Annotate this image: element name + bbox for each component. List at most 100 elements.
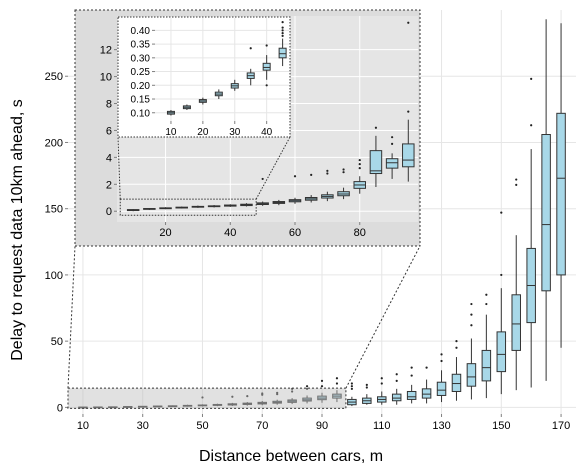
inset-outlier-point: [358, 167, 361, 170]
main-outlier-point: [231, 395, 234, 398]
zoom-connector-right: [345, 245, 421, 389]
main-box-120: [406, 366, 417, 404]
main-outlier-point: [350, 382, 353, 385]
main-box-115: [391, 373, 402, 405]
inset2-outlier-point: [281, 26, 284, 29]
main-box-50: [197, 396, 208, 407]
main-outlier-point: [455, 346, 458, 349]
main-outlier-point: [320, 385, 324, 388]
main-outlier-point: [515, 183, 518, 186]
inset2-x-tick-label: 40: [261, 127, 273, 138]
main-outlier-point: [470, 302, 473, 306]
main-outlier-point: [320, 379, 324, 382]
inset2-box-body: [262, 62, 271, 71]
inset-outlier-point: [261, 177, 264, 181]
inset-outlier-point: [326, 169, 329, 172]
main-outlier-point: [380, 382, 383, 385]
main-outlier-point: [515, 178, 518, 181]
main-outlier-point: [470, 324, 473, 327]
main-box-135: [451, 340, 462, 401]
main-outlier-point: [440, 353, 443, 356]
main-outlier-point: [350, 385, 353, 388]
main-zoom-region: [67, 387, 347, 409]
inset-box-60: [288, 175, 302, 204]
main-box-125: [421, 366, 432, 404]
main-y-tick-label: 0: [57, 402, 63, 414]
main-box-body: [391, 393, 402, 402]
inset2-box-10: [166, 110, 175, 116]
main-y-tick-label: 50: [51, 336, 63, 348]
main-outlier-point: [425, 366, 428, 369]
main-x-tick-label: 10: [77, 420, 89, 432]
main-outlier-point: [335, 382, 339, 385]
inset-y-tick-label: 6: [106, 125, 112, 137]
main-outlier-point: [485, 302, 488, 306]
inset-outlier-point: [358, 158, 361, 162]
main-outlier-point: [291, 390, 294, 393]
main-box-35: [152, 405, 163, 408]
inset2-box-20: [198, 97, 207, 105]
y-axis-label: Delay to request data 10km ahead, s: [9, 99, 26, 361]
main-outlier-point: [380, 377, 383, 380]
inset-outlier-point: [391, 142, 394, 146]
inset-y-tick-label: 12: [100, 45, 112, 57]
main-outlier-point: [410, 374, 413, 377]
inset-box-40: [224, 204, 237, 207]
inset2-y-tick-label: 0.30: [131, 53, 151, 64]
main-box-body: [451, 373, 462, 392]
main-box-170: [556, 23, 566, 348]
main-x-tick-label: 150: [492, 420, 510, 432]
inset-box-85: [369, 126, 383, 187]
inset-box-65: [304, 173, 318, 203]
nested-inset-axes: 10 20 30 40 0.10 0.15 0.20 0.25 0.30 0.35 0.40: [131, 26, 273, 138]
main-box-body: [541, 134, 551, 292]
inset-y-tick-label: 8: [106, 98, 112, 110]
main-box-70: [257, 392, 267, 406]
inset-box-95: [402, 21, 415, 182]
main-outlier-point: [530, 77, 533, 80]
inset-box-35: [207, 205, 221, 208]
main-box-body: [556, 112, 566, 276]
inset-box-55: [272, 199, 286, 206]
inset2-x-tick-label: 10: [165, 127, 177, 138]
inset-zoom-region: [119, 198, 257, 216]
main-box-body: [436, 381, 447, 396]
inset-axes: 20 40 60 80 0 2 4 6 8 10 12: [100, 45, 366, 239]
main-y-tick-label: 100: [45, 270, 63, 282]
main-box-140: [466, 302, 477, 400]
main-box-75: [272, 391, 282, 405]
main-box-body: [511, 294, 521, 351]
main-outlier-point: [261, 392, 264, 395]
main-outlier-point: [276, 391, 279, 394]
inset-outlier-point: [358, 163, 361, 166]
inset-outlier-point: [391, 136, 394, 139]
inset-y-tick-label: 2: [106, 179, 112, 191]
main-outlier-point: [500, 273, 503, 277]
main-box-25: [123, 406, 133, 408]
inset2-box-35: [246, 47, 255, 86]
main-box-10: [78, 406, 88, 409]
inset-outlier-point: [293, 175, 297, 178]
main-outlier-point: [395, 373, 398, 376]
main-box-55: [212, 403, 223, 407]
main-box-body: [481, 349, 492, 382]
inset2-outlier-point: [281, 29, 284, 32]
main-outlier-point: [305, 385, 309, 388]
inset2-y-tick-label: 0.25: [131, 67, 151, 78]
inset-box-25: [175, 206, 188, 209]
inset2-outlier-point: [281, 34, 284, 37]
inset2-box-30: [230, 79, 239, 91]
main-x-tick-label: 170: [552, 420, 570, 432]
main-outlier-point: [470, 313, 473, 316]
main-box-130: [436, 353, 447, 403]
inset-x-tick-label: 40: [224, 227, 236, 239]
inset2-box-body: [278, 47, 287, 59]
inset2-box-25: [214, 89, 223, 100]
inset2-x-tick-label: 30: [229, 127, 241, 138]
main-outlier-point: [246, 395, 249, 398]
main-outlier-point: [455, 340, 458, 343]
main-box-150: [496, 211, 507, 395]
nested-connector-left: [117, 136, 121, 200]
main-box-110: [377, 377, 387, 405]
